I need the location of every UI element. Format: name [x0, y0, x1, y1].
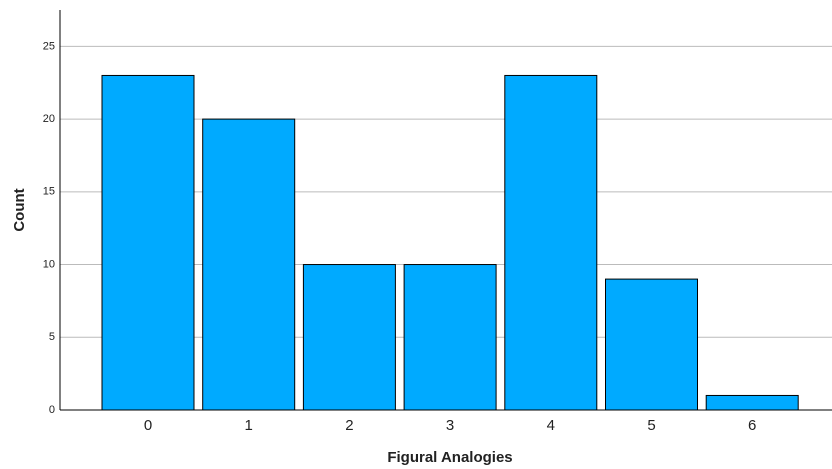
y-tick-label: 20 — [43, 113, 55, 125]
y-tick-label: 10 — [43, 258, 55, 270]
y-tick-label: 5 — [49, 331, 55, 343]
x-tick-label: 6 — [748, 417, 756, 434]
x-tick-label: 5 — [647, 417, 655, 434]
x-axis-title: Figural Analogies — [387, 449, 512, 466]
x-tick-label: 3 — [446, 417, 454, 434]
x-tick-label: 4 — [547, 417, 555, 434]
x-tick-label: 2 — [345, 417, 353, 434]
bar — [403, 264, 497, 411]
bar — [202, 118, 296, 411]
y-axis-title: Count — [11, 188, 28, 231]
x-tick-label: 0 — [144, 417, 152, 434]
bar — [605, 278, 698, 411]
bar — [705, 394, 799, 411]
bar — [302, 264, 396, 411]
y-tick-label: 0 — [49, 404, 55, 416]
y-tick-label: 15 — [43, 186, 55, 198]
bar — [504, 74, 598, 411]
y-tick-label: 25 — [43, 40, 55, 52]
bar — [101, 74, 195, 411]
x-tick-label: 1 — [245, 417, 253, 434]
